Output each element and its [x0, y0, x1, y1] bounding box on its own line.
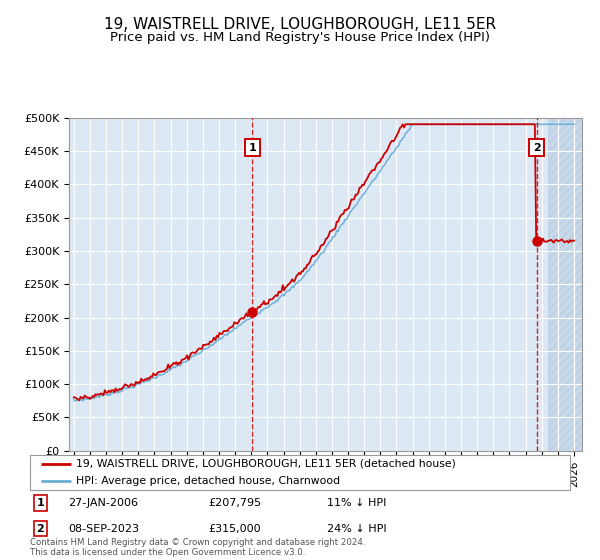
- Text: 19, WAISTRELL DRIVE, LOUGHBOROUGH, LE11 5ER (detached house): 19, WAISTRELL DRIVE, LOUGHBOROUGH, LE11 …: [76, 459, 456, 469]
- Text: Contains HM Land Registry data © Crown copyright and database right 2024.
This d: Contains HM Land Registry data © Crown c…: [30, 538, 365, 557]
- Text: 27-JAN-2006: 27-JAN-2006: [68, 498, 138, 508]
- Text: 2: 2: [533, 143, 541, 152]
- Text: HPI: Average price, detached house, Charnwood: HPI: Average price, detached house, Char…: [76, 477, 340, 486]
- Text: 1: 1: [248, 143, 256, 152]
- Text: 08-SEP-2023: 08-SEP-2023: [68, 524, 139, 534]
- Text: 2: 2: [37, 524, 44, 534]
- Text: 19, WAISTRELL DRIVE, LOUGHBOROUGH, LE11 5ER: 19, WAISTRELL DRIVE, LOUGHBOROUGH, LE11 …: [104, 17, 496, 32]
- Text: 1: 1: [37, 498, 44, 508]
- Bar: [548, 118, 590, 451]
- Text: Price paid vs. HM Land Registry's House Price Index (HPI): Price paid vs. HM Land Registry's House …: [110, 31, 490, 44]
- Text: £207,795: £207,795: [208, 498, 262, 508]
- Text: 11% ↓ HPI: 11% ↓ HPI: [327, 498, 386, 508]
- Text: £315,000: £315,000: [208, 524, 261, 534]
- Text: 24% ↓ HPI: 24% ↓ HPI: [327, 524, 386, 534]
- FancyBboxPatch shape: [30, 455, 570, 490]
